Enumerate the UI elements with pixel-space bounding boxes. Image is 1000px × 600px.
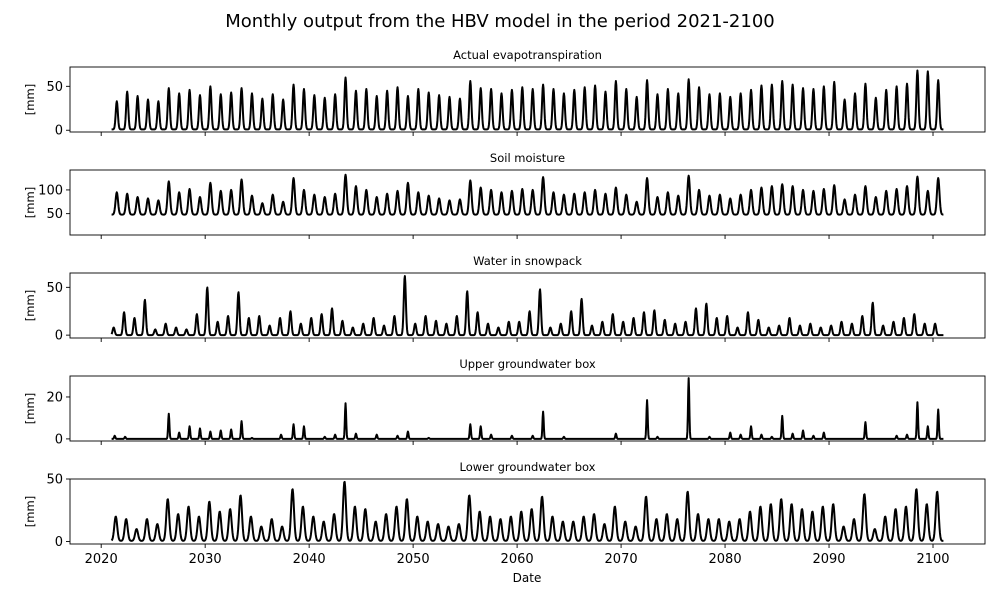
panel-title: Upper groundwater box xyxy=(459,357,596,371)
shared-x-axis: 2020 2030 2040 2050 2060 2070 2080 2090 2100 xyxy=(85,552,950,567)
y-axis-label: [mm] xyxy=(23,393,37,424)
x-tick-label: 2100 xyxy=(916,552,949,567)
series-line xyxy=(110,275,944,337)
y-tick-label: 50 xyxy=(46,80,63,95)
y-tick-label: 50 xyxy=(46,207,63,222)
figure-title: Monthly output from the HBV model in the… xyxy=(225,11,774,32)
x-tick-label: 2020 xyxy=(85,552,118,567)
x-tick-label: 2070 xyxy=(605,552,638,567)
x-axis-label: Date xyxy=(513,571,542,585)
y-tick-label: 0 xyxy=(55,124,63,139)
y-axis-label: [mm] xyxy=(23,290,37,321)
x-tick-label: 2080 xyxy=(709,552,742,567)
axes-frame xyxy=(69,375,986,442)
series-line xyxy=(111,377,944,440)
y-tick-label: 50 xyxy=(46,281,63,296)
panel-2: Water in snowpack [mm] 0 50 xyxy=(23,254,986,344)
panel-1: Soil moisture [mm] 50 100 xyxy=(23,151,986,239)
series-line xyxy=(111,69,944,131)
panel-title: Soil moisture xyxy=(490,151,565,165)
panel-3: Upper groundwater box [mm] 0 20 xyxy=(23,357,986,447)
series-line xyxy=(111,173,944,216)
y-tick-label: 0 xyxy=(55,535,63,550)
y-tick-label: 0 xyxy=(55,329,63,344)
y-tick-label: 50 xyxy=(46,473,63,488)
axes-frame xyxy=(69,478,986,545)
x-tick-label: 2050 xyxy=(397,552,430,567)
panel-title: Water in snowpack xyxy=(473,254,582,268)
x-tick-label: 2030 xyxy=(189,552,222,567)
y-tick-label: 20 xyxy=(46,390,63,405)
y-tick-label: 0 xyxy=(55,432,63,447)
y-axis-label: [mm] xyxy=(23,496,37,527)
x-tick-label: 2090 xyxy=(812,552,845,567)
panel-4: Lower groundwater box [mm] 0 50 xyxy=(23,460,986,550)
panel-title: Lower groundwater box xyxy=(459,460,595,474)
axes-frame xyxy=(69,169,986,236)
panel-0: Actual evapotranspiration [mm] 0 50 xyxy=(23,48,986,139)
y-tick-label: 100 xyxy=(38,183,63,198)
y-axis-label: [mm] xyxy=(23,187,37,218)
x-tick-label: 2060 xyxy=(501,552,534,567)
axes-frame xyxy=(69,272,986,339)
series-line xyxy=(110,480,944,542)
axes-frame xyxy=(69,66,986,133)
x-tick-label: 2040 xyxy=(293,552,326,567)
panel-title: Actual evapotranspiration xyxy=(453,48,602,62)
y-axis-label: [mm] xyxy=(23,84,37,115)
